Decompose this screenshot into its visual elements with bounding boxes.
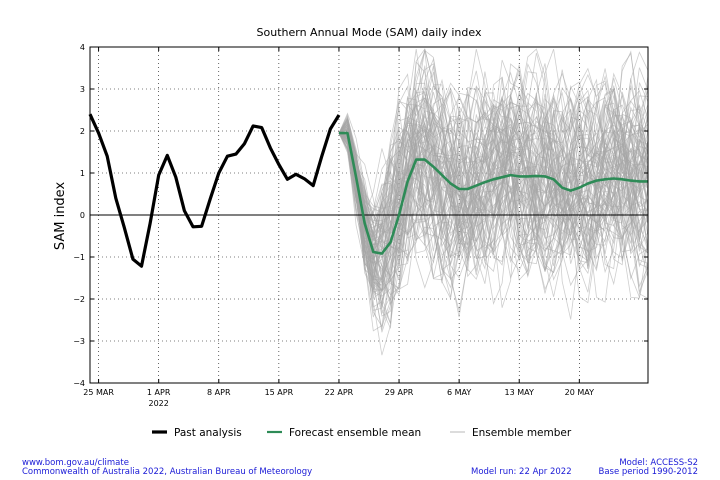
axis-ticks: 4 3 2 1 0 −1 −2 −3 −425 MAR 1 APR 2022 8 APR 15 APR 2… <box>73 43 648 408</box>
x-tick-label: 20 MAY <box>565 388 594 397</box>
ensemble-member-line <box>338 124 649 291</box>
ensemble-member-line <box>338 108 649 257</box>
x-tick-label: 29 APR <box>385 388 414 397</box>
y-axis-label: SAM index <box>53 182 68 251</box>
y-tick-label: 2 <box>80 127 85 136</box>
past-analysis-line <box>88 113 341 268</box>
x-tick-label: 6 MAY <box>447 388 471 397</box>
y-tick-label: 4 <box>80 43 85 52</box>
y-tick-label: 1 <box>80 169 85 178</box>
ensemble-member-line <box>338 101 649 287</box>
ensemble-member-line <box>338 93 649 286</box>
ensemble-member-line <box>338 92 649 299</box>
chart-title: Southern Annual Mode (SAM) daily index <box>257 26 482 39</box>
footer-model-run: Model run: 22 Apr 2022 <box>471 467 572 477</box>
footer-copyright: Commonwealth of Australia 2022, Australi… <box>22 467 313 477</box>
y-tick-label: −3 <box>73 337 85 346</box>
x-tick-label: 25 MAR <box>83 388 114 397</box>
legend: Past analysis Forecast ensemble mean Ensem… <box>152 427 572 439</box>
x-tick-label: 22 APR <box>325 388 354 397</box>
ensemble-member-line <box>338 48 649 238</box>
ensemble-member-line <box>338 115 649 307</box>
ensemble-member-line <box>338 99 649 332</box>
forecast-mean-line <box>339 131 648 255</box>
x-tick-sublabel: 2022 <box>148 399 168 408</box>
footer-base-period: Base period 1990-2012 <box>598 467 698 477</box>
ensemble-member-line <box>338 99 649 298</box>
ensemble-members <box>338 48 649 356</box>
footer-url[interactable]: www.bom.gov.au/climate <box>22 458 129 468</box>
x-tick-label: 1 APR <box>147 388 171 397</box>
y-tick-label: −2 <box>73 295 85 304</box>
ensemble-member-line <box>338 89 649 320</box>
legend-label: Past analysis <box>174 427 242 439</box>
ensemble-member-line <box>338 102 649 230</box>
legend-label: Forecast ensemble mean <box>289 427 421 439</box>
series-lines <box>88 113 648 268</box>
footer-model: Model: ACCESS-S2 <box>619 458 698 468</box>
ensemble-member-line <box>338 89 649 250</box>
y-tick-label: 0 <box>80 211 85 220</box>
ensemble-member-line <box>338 67 649 259</box>
x-tick-label: 15 APR <box>265 388 294 397</box>
ensemble-member-line <box>338 116 649 264</box>
ensemble-member-line <box>338 86 649 317</box>
legend-label: Ensemble member <box>472 427 572 439</box>
y-tick-label: −1 <box>73 253 85 262</box>
y-tick-label: 3 <box>80 85 85 94</box>
y-tick-label: −4 <box>73 379 85 388</box>
x-tick-label: 8 APR <box>207 388 231 397</box>
x-tick-label: 13 MAY <box>505 388 534 397</box>
ensemble-member-line <box>338 61 649 296</box>
